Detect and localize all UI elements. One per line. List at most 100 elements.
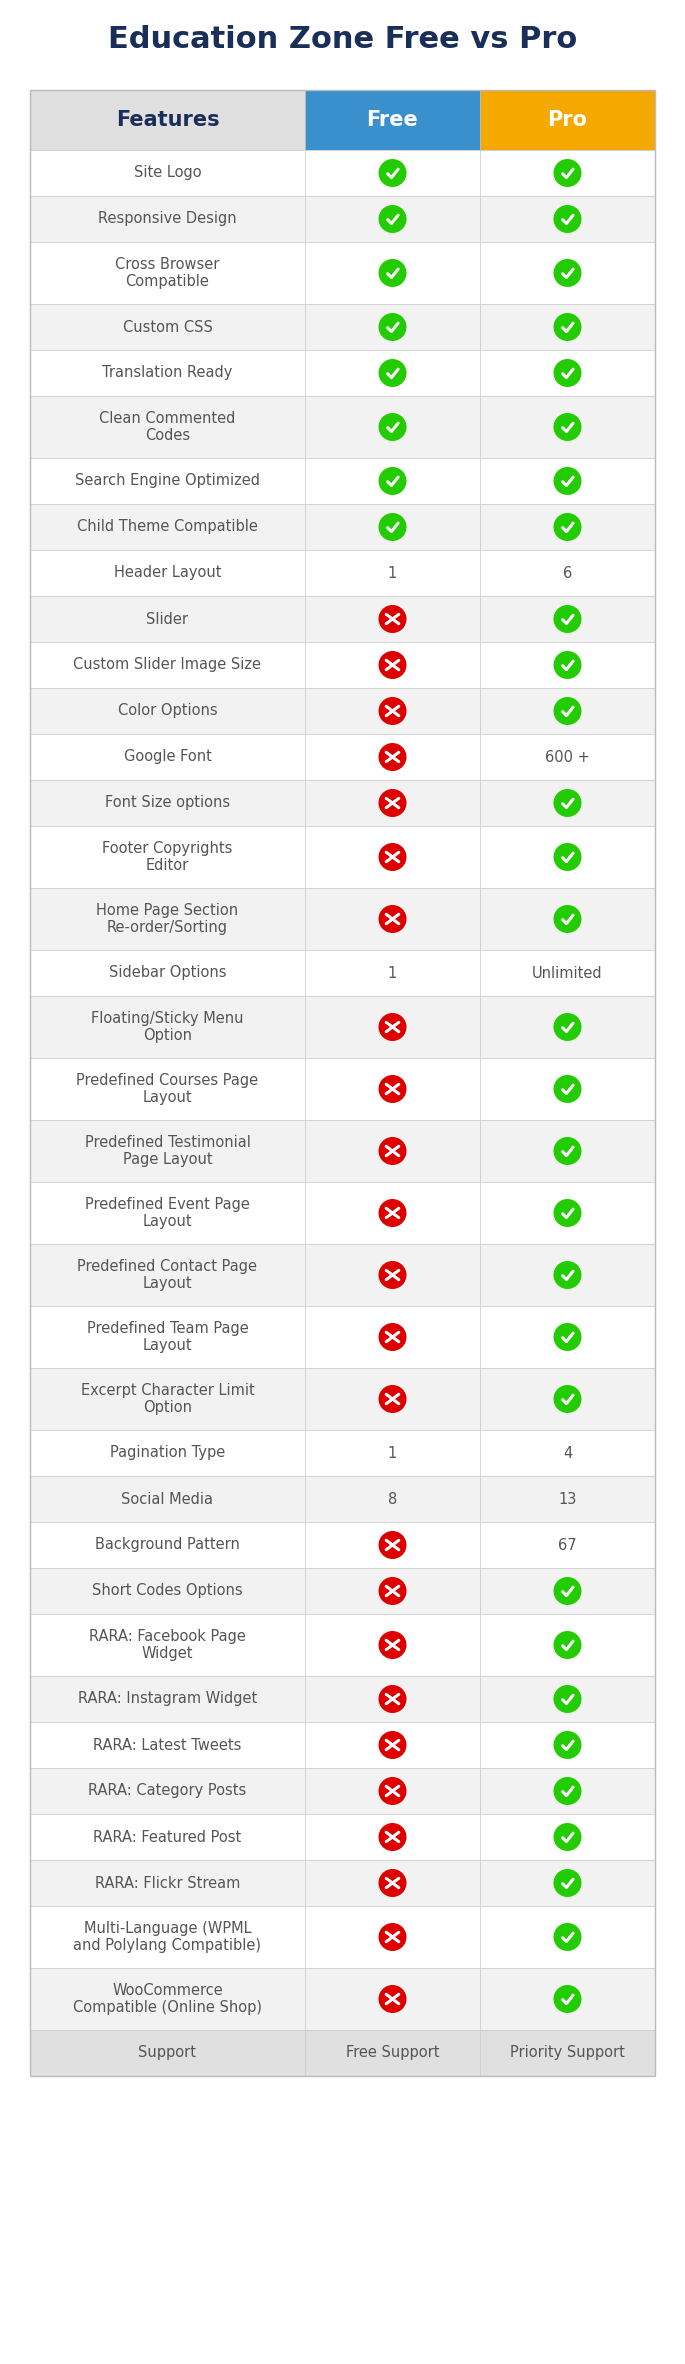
Text: RARA: Facebook Page
Widget: RARA: Facebook Page Widget bbox=[89, 1629, 246, 1662]
Text: RARA: Flickr Stream: RARA: Flickr Stream bbox=[95, 1875, 240, 1891]
Ellipse shape bbox=[379, 697, 406, 726]
Text: Header Layout: Header Layout bbox=[114, 565, 221, 582]
Bar bbox=[305, 459, 480, 504]
Bar bbox=[30, 459, 305, 504]
Ellipse shape bbox=[379, 359, 406, 388]
Text: Free: Free bbox=[366, 111, 419, 130]
Text: 13: 13 bbox=[558, 1492, 577, 1506]
Bar bbox=[305, 1967, 480, 2031]
Ellipse shape bbox=[553, 414, 582, 442]
Bar bbox=[30, 504, 305, 551]
Ellipse shape bbox=[379, 605, 406, 634]
Ellipse shape bbox=[379, 1686, 406, 1714]
Bar bbox=[305, 1369, 480, 1430]
Text: 1: 1 bbox=[388, 1444, 397, 1461]
Text: Priority Support: Priority Support bbox=[510, 2045, 625, 2061]
Ellipse shape bbox=[553, 1324, 582, 1350]
Text: RARA: Latest Tweets: RARA: Latest Tweets bbox=[93, 1738, 242, 1752]
Bar bbox=[305, 1121, 480, 1182]
Ellipse shape bbox=[553, 1870, 582, 1896]
Bar bbox=[305, 643, 480, 688]
Ellipse shape bbox=[553, 1014, 582, 1040]
Ellipse shape bbox=[379, 1730, 406, 1759]
Text: RARA: Instagram Widget: RARA: Instagram Widget bbox=[78, 1693, 257, 1707]
Ellipse shape bbox=[379, 1986, 406, 2014]
Bar bbox=[305, 1721, 480, 1768]
Ellipse shape bbox=[379, 513, 406, 541]
Bar bbox=[305, 1243, 480, 1305]
Ellipse shape bbox=[553, 359, 582, 388]
Ellipse shape bbox=[553, 513, 582, 541]
Bar bbox=[30, 196, 305, 241]
Bar bbox=[30, 1615, 305, 1676]
Bar bbox=[30, 995, 305, 1059]
Bar bbox=[305, 1768, 480, 1813]
Bar bbox=[30, 241, 305, 305]
Bar bbox=[30, 889, 305, 950]
Bar bbox=[305, 90, 480, 149]
Text: Pagination Type: Pagination Type bbox=[110, 1444, 225, 1461]
Text: 8: 8 bbox=[388, 1492, 397, 1506]
Text: Floating/Sticky Menu
Option: Floating/Sticky Menu Option bbox=[91, 1012, 244, 1043]
Text: 4: 4 bbox=[563, 1444, 572, 1461]
Bar bbox=[480, 780, 655, 825]
Text: 1: 1 bbox=[388, 565, 397, 582]
Ellipse shape bbox=[553, 468, 582, 494]
Text: Color Options: Color Options bbox=[118, 704, 217, 719]
Ellipse shape bbox=[379, 844, 406, 870]
Bar bbox=[30, 397, 305, 459]
Ellipse shape bbox=[379, 790, 406, 818]
Ellipse shape bbox=[379, 1577, 406, 1605]
Bar bbox=[305, 2031, 480, 2076]
Ellipse shape bbox=[379, 1199, 406, 1227]
Bar bbox=[480, 90, 655, 149]
Text: Pro: Pro bbox=[547, 111, 588, 130]
Bar bbox=[30, 1860, 305, 1905]
Bar bbox=[30, 1369, 305, 1430]
Ellipse shape bbox=[379, 1260, 406, 1288]
Ellipse shape bbox=[553, 260, 582, 286]
Ellipse shape bbox=[553, 1686, 582, 1714]
Bar bbox=[30, 1721, 305, 1768]
Text: Child Theme Compatible: Child Theme Compatible bbox=[77, 520, 258, 534]
Bar bbox=[480, 995, 655, 1059]
Text: WooCommerce
Compatible (Online Shop): WooCommerce Compatible (Online Shop) bbox=[73, 1983, 262, 2014]
Bar bbox=[480, 149, 655, 196]
Bar bbox=[30, 1967, 305, 2031]
Bar bbox=[480, 825, 655, 889]
Bar bbox=[30, 350, 305, 397]
Bar bbox=[305, 1615, 480, 1676]
Bar bbox=[30, 1567, 305, 1615]
Ellipse shape bbox=[553, 1730, 582, 1759]
Text: Clean Commented
Codes: Clean Commented Codes bbox=[99, 411, 236, 442]
Text: Home Page Section
Re-order/Sorting: Home Page Section Re-order/Sorting bbox=[97, 903, 238, 936]
Bar bbox=[480, 350, 655, 397]
Ellipse shape bbox=[553, 605, 582, 634]
Bar bbox=[30, 1243, 305, 1305]
Ellipse shape bbox=[553, 1577, 582, 1605]
Bar bbox=[480, 1860, 655, 1905]
Text: Predefined Courses Page
Layout: Predefined Courses Page Layout bbox=[77, 1073, 258, 1106]
Text: Font Size options: Font Size options bbox=[105, 797, 230, 811]
Bar bbox=[480, 1475, 655, 1522]
Bar bbox=[30, 2031, 305, 2076]
Bar bbox=[30, 643, 305, 688]
Bar bbox=[30, 825, 305, 889]
Bar bbox=[30, 950, 305, 995]
Text: Short Codes Options: Short Codes Options bbox=[92, 1584, 242, 1598]
Text: Google Font: Google Font bbox=[123, 749, 212, 764]
Bar bbox=[305, 1182, 480, 1243]
Bar bbox=[30, 1059, 305, 1121]
Ellipse shape bbox=[379, 1631, 406, 1660]
Ellipse shape bbox=[379, 206, 406, 234]
Ellipse shape bbox=[379, 1870, 406, 1896]
Bar bbox=[480, 733, 655, 780]
Bar bbox=[480, 1522, 655, 1567]
Ellipse shape bbox=[379, 468, 406, 494]
Bar bbox=[305, 305, 480, 350]
Bar bbox=[480, 1721, 655, 1768]
Text: Features: Features bbox=[116, 111, 219, 130]
Bar bbox=[480, 1967, 655, 2031]
Ellipse shape bbox=[379, 1778, 406, 1806]
Bar bbox=[480, 1059, 655, 1121]
